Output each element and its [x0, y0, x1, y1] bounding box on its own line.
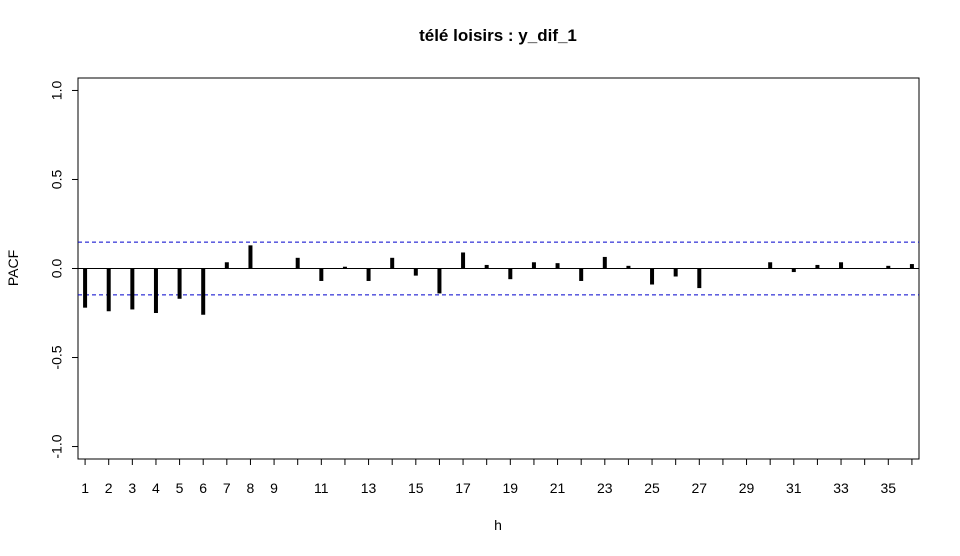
x-tick-label: 3 — [128, 480, 136, 496]
x-tick-label: 9 — [270, 480, 278, 496]
x-tick-label: 33 — [833, 480, 849, 496]
y-tick-label: 0.5 — [49, 170, 65, 190]
pacf-bars — [83, 245, 914, 315]
x-tick-label: 23 — [597, 480, 613, 496]
reference-lines — [78, 241, 919, 296]
y-tick-label: 0.0 — [49, 259, 65, 279]
x-tick-label: 5 — [176, 480, 184, 496]
x-axis-label: h — [494, 517, 502, 533]
x-tick-label: 35 — [881, 480, 897, 496]
x-tick-label: 19 — [503, 480, 519, 496]
x-tick-label: 4 — [152, 480, 160, 496]
x-tick-label: 13 — [361, 480, 377, 496]
y-tick-label: 1.0 — [49, 81, 65, 101]
chart-title: télé loisirs : y_dif_1 — [419, 26, 577, 45]
x-tick-label: 11 — [314, 480, 329, 496]
x-tick-label: 7 — [223, 480, 231, 496]
y-axis-label: PACF — [5, 250, 21, 286]
x-tick-label: 17 — [455, 480, 471, 496]
y-axis: -1.0 -0.5 0.0 0.5 1.0 — [49, 81, 78, 459]
x-tick-label: 21 — [550, 480, 566, 496]
y-tick-label: -0.5 — [49, 345, 65, 369]
x-tick-label: 2 — [105, 480, 113, 496]
x-tick-label: 31 — [786, 480, 802, 496]
x-axis: 1 2 3 4 5 6 7 8 9 11 13 15 17 19 21 23 25 27 29 31 33 35 — [81, 459, 913, 496]
x-tick-label: 6 — [199, 480, 207, 496]
x-tick-label: 29 — [739, 480, 755, 496]
x-tick-label: 25 — [644, 480, 660, 496]
y-tick-label: -1.0 — [49, 434, 65, 458]
x-tick-label: 1 — [81, 480, 89, 496]
x-tick-label: 27 — [692, 480, 708, 496]
x-tick-label: 8 — [247, 480, 255, 496]
x-tick-label: 15 — [408, 480, 424, 496]
